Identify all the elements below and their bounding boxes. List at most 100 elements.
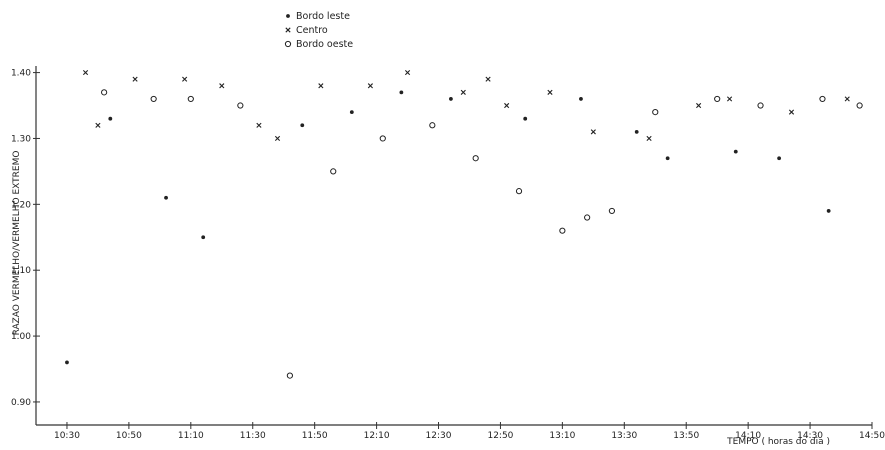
x-stroke (132, 76, 138, 82)
point-centro (95, 122, 101, 128)
x-stroke (590, 129, 596, 135)
point-bordo-leste (449, 97, 453, 101)
x-tick-label: 12:50 (487, 431, 513, 441)
point-bordo-leste (634, 129, 639, 134)
point-bordo-oeste (714, 95, 721, 103)
point-bordo-oeste (757, 102, 764, 109)
point-bordo-leste (579, 97, 583, 101)
x-stroke (274, 135, 281, 142)
point-bordo-oeste (101, 89, 108, 96)
point-bordo-oeste (237, 102, 244, 109)
y-tick-label: 1.40 (11, 69, 31, 79)
y-tick-label: 1.10 (11, 266, 31, 276)
legend-label-bordo-leste: Bordo leste (296, 11, 350, 22)
point-centro (788, 109, 795, 115)
y-tick-label: 1.30 (11, 134, 31, 144)
point-bordo-leste (399, 90, 404, 95)
x-tick-label: 13:50 (673, 431, 699, 441)
x-tick-label: 14:30 (797, 431, 823, 441)
point-bordo-oeste (187, 95, 194, 103)
point-bordo-oeste (856, 102, 863, 109)
x-tick-label: 10:30 (54, 431, 80, 441)
point-bordo-oeste (429, 122, 436, 129)
ticks: 0.90 1.00 1.10 1.20 1.30 1.40 10:30 10:50 11:10 1… (11, 69, 885, 441)
x-stroke (726, 96, 733, 102)
point-bordo-leste (300, 123, 305, 128)
x-stroke (367, 83, 373, 89)
point-centro (256, 122, 262, 128)
axes (35, 66, 872, 426)
point-centro (182, 76, 188, 82)
legend-marker-bordo-oeste (284, 40, 292, 48)
point-bordo-leste (201, 235, 206, 240)
point-bordo-leste (65, 360, 69, 365)
x-tick-label: 14:10 (735, 431, 761, 441)
y-axis-label: RAZAO VERMELHO/VERMELHO EXTREMO (12, 151, 22, 336)
legend-marker-centro (285, 27, 291, 33)
legend-label-centro: Centro (296, 25, 328, 36)
point-centro (485, 76, 491, 82)
x-tick-label: 12:30 (426, 431, 452, 441)
point-bordo-oeste (559, 227, 566, 234)
x-tick-label: 13:10 (549, 431, 575, 441)
x-stroke (318, 83, 324, 89)
y-tick-label: 1.20 (11, 200, 31, 210)
point-bordo-leste (826, 209, 831, 213)
point-bordo-oeste (472, 155, 479, 162)
point-bordo-leste (108, 116, 113, 121)
data-points (65, 69, 863, 379)
point-bordo-leste (733, 149, 738, 154)
point-bordo-oeste (608, 207, 616, 215)
x-tick-label: 11:30 (240, 431, 266, 441)
x-stroke (504, 102, 510, 109)
point-bordo-leste (523, 116, 528, 121)
x-tick-label: 13:30 (611, 431, 637, 441)
point-bordo-oeste (379, 135, 386, 142)
point-centro (646, 135, 652, 142)
point-centro (504, 102, 510, 109)
x-stroke (256, 122, 262, 128)
point-bordo-leste (349, 110, 354, 115)
point-bordo-oeste (330, 168, 337, 175)
x-tick-label: 10:50 (116, 431, 142, 441)
point-centro (82, 69, 89, 76)
x-stroke (547, 89, 553, 95)
x-stroke (285, 27, 291, 33)
point-centro (726, 96, 733, 102)
y-tick-label: 1.00 (11, 332, 31, 342)
x-stroke (95, 122, 101, 128)
point-bordo-oeste (819, 95, 826, 103)
x-stroke (182, 76, 188, 82)
point-centro (590, 129, 596, 135)
point-centro (696, 102, 702, 109)
x-stroke (219, 83, 225, 89)
point-bordo-leste (164, 195, 168, 200)
point-bordo-oeste (286, 372, 293, 379)
point-bordo-oeste (515, 188, 523, 195)
x-stroke (404, 69, 411, 76)
legend: Bordo leste Centro Bordo oeste (284, 11, 353, 50)
point-centro (547, 89, 553, 95)
x-stroke (460, 89, 466, 95)
x-tick-label: 14:50 (859, 431, 885, 441)
point-bordo-oeste (652, 109, 659, 116)
point-centro (367, 83, 373, 89)
point-bordo-oeste (584, 214, 591, 221)
point-centro (460, 89, 466, 95)
point-centro (844, 96, 850, 102)
point-bordo-oeste (150, 95, 157, 103)
x-tick-label: 11:10 (178, 431, 204, 441)
legend-label-bordo-oeste: Bordo oeste (296, 39, 353, 50)
x-stroke (646, 135, 652, 142)
x-stroke (844, 96, 850, 102)
x-tick-label: 11:50 (302, 431, 328, 441)
point-centro (404, 69, 411, 76)
x-axis-label: TEMPO ( horas do dia ) (726, 437, 830, 447)
point-centro (274, 135, 281, 142)
x-tick-label: 12:10 (364, 431, 390, 441)
legend-marker-bordo-leste (286, 14, 290, 18)
point-centro (318, 83, 324, 89)
point-centro (132, 76, 138, 82)
x-stroke (82, 69, 89, 76)
